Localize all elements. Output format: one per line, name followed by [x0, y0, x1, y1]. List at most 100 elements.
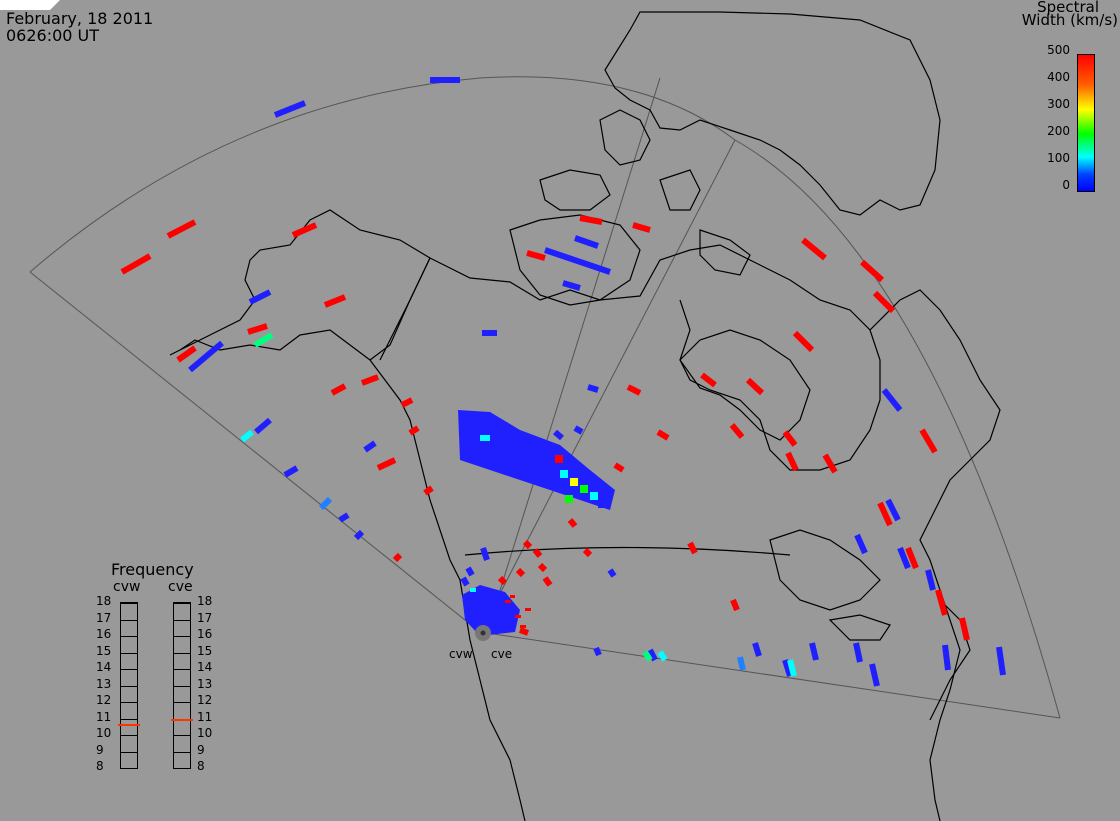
radar-return-gate — [752, 642, 762, 657]
radar-return-gate — [859, 259, 885, 283]
radar-return-gate — [647, 648, 658, 662]
radar-return-gate — [392, 552, 403, 563]
frequency-ladder-rung — [174, 652, 190, 654]
radar-return-gate — [176, 345, 197, 363]
radar-return-gate — [642, 650, 653, 662]
frequency-tick-label: 8 — [96, 759, 104, 773]
radar-return-gate — [254, 417, 272, 435]
radar-return-gate — [537, 562, 548, 573]
radar-return-gate — [338, 512, 350, 523]
radar-return-gate — [544, 247, 611, 275]
radar-returns-cluster — [458, 410, 615, 510]
radar-return-gate — [787, 659, 797, 677]
colorbar-tick-label: 400 — [1047, 70, 1070, 84]
colorbar-gradient — [1077, 54, 1095, 192]
frequency-tick-label: 17 — [197, 610, 213, 625]
frequency-title: Frequency — [111, 560, 194, 579]
frequency-tick-label: 9 — [96, 742, 104, 757]
radar-return-gate — [188, 340, 224, 373]
time-label: 0626:00 UT — [6, 26, 100, 45]
frequency-ladder-rung — [121, 685, 137, 687]
frequency-right-label: cve — [168, 579, 193, 595]
frequency-tick-label: 15 — [96, 643, 112, 658]
frequency-tick-label: 10 — [197, 726, 213, 740]
radar-return-gate — [532, 548, 543, 558]
frequency-ladder-rung — [174, 768, 190, 769]
frequency-ladder-rung — [121, 636, 137, 637]
fov-outline — [29, 76, 1061, 719]
frequency-tick-label: 18 — [96, 594, 112, 608]
radar-return-gate — [253, 332, 274, 348]
frequency-tick-label: 15 — [197, 643, 213, 658]
radar-return-gate — [881, 388, 903, 412]
radar-return-gate — [562, 280, 581, 291]
radar-return-gate — [567, 518, 578, 528]
radar-return-gate — [782, 430, 798, 447]
frequency-tick-label: 8 — [197, 759, 205, 773]
radar-return-gate — [809, 642, 819, 661]
radar-return-gate — [877, 501, 893, 527]
radar-return-gate — [613, 462, 625, 473]
radar-return-gate — [730, 598, 740, 612]
date-label: February, 18 2011 — [6, 9, 154, 28]
radar-return-gate — [607, 568, 617, 578]
frequency-tick-label: 11 — [96, 709, 112, 724]
colorbar-tick-label: 100 — [1047, 151, 1070, 165]
colorbar-tick-label: 500 — [1047, 43, 1070, 57]
radar-return-gate — [745, 377, 765, 396]
radar-return-gate — [822, 453, 838, 474]
frequency-left-label: cvw — [113, 579, 141, 595]
radar-return-gate — [587, 384, 599, 393]
frequency-ladder-rung — [174, 751, 190, 753]
frequency-marker-cve — [171, 719, 193, 722]
frequency-ladder-rung — [121, 652, 137, 654]
frequency-ladder-rung — [174, 619, 190, 621]
radar-returns-scattered — [120, 77, 1006, 687]
radar-return-gate — [854, 533, 868, 555]
radar-return-gate — [885, 498, 901, 522]
radar-return-gate — [283, 465, 299, 478]
colorbar-tick-label: 300 — [1047, 97, 1070, 111]
radar-return-gate — [582, 547, 593, 558]
radar-return-gate — [408, 425, 420, 436]
frequency-ladder-rung — [121, 718, 137, 720]
radar-return-gate — [573, 425, 584, 435]
radar-return-gate — [919, 428, 938, 454]
radar-return-gate — [323, 294, 347, 308]
radar-return-gate — [574, 235, 599, 249]
radar-return-gate — [872, 290, 896, 314]
radar-return-gate — [240, 429, 254, 443]
radar-returns-nearfield — [462, 585, 531, 636]
radar-return-gate — [497, 575, 508, 586]
radar-return-gate — [553, 429, 564, 441]
radar-return-gate — [657, 650, 668, 662]
radar-return-gate — [792, 330, 815, 353]
coastlines — [169, 11, 1001, 821]
radar-return-gate — [700, 372, 717, 388]
radar-east-label: cve — [491, 647, 513, 661]
radar-return-gate — [330, 383, 347, 396]
colorbar-title-2: Width (km/s) — [1021, 11, 1118, 29]
radar-return-gate — [376, 457, 397, 471]
radar-return-gate — [801, 237, 827, 261]
frequency-tick-label: 13 — [197, 676, 213, 691]
radar-return-gate — [853, 642, 863, 663]
frequency-marker-cvw — [118, 724, 140, 727]
radar-return-gate — [579, 215, 603, 225]
radar-return-gate — [925, 569, 936, 591]
radar-return-gate — [318, 496, 333, 511]
radar-return-gate — [959, 617, 970, 641]
radar-return-gate — [423, 485, 434, 496]
frequency-tick-label: 14 — [96, 660, 112, 674]
radar-return-gate — [935, 589, 948, 616]
frequency-tick-label: 16 — [197, 627, 213, 641]
frequency-ladder-rung — [174, 636, 190, 637]
radar-return-gate — [542, 576, 553, 587]
radar-return-gate — [785, 451, 799, 472]
radar-return-gate — [400, 397, 414, 408]
radar-return-gate — [782, 659, 793, 677]
frequency-tick-label: 9 — [197, 742, 205, 757]
frequency-tick-label: 16 — [96, 627, 112, 641]
radar-return-gate — [656, 429, 670, 441]
frequency-ladder-rung — [174, 685, 190, 687]
